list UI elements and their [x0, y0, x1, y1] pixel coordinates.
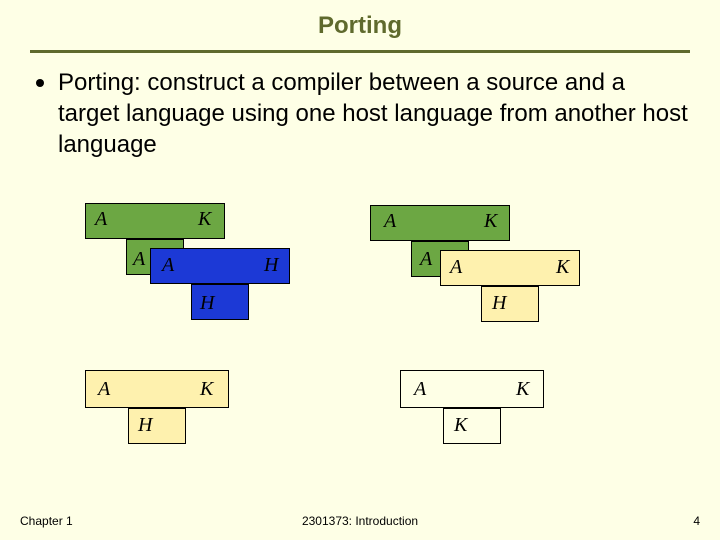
footer-center: 2301373: Introduction [0, 514, 720, 528]
diagram-label-13: K [200, 378, 213, 401]
diagram-label-17: K [454, 414, 467, 437]
diagram-label-11: H [492, 292, 506, 315]
shape-y1-stem [481, 286, 539, 322]
footer-right: 4 [693, 514, 700, 528]
bullet-item: Porting: construct a compiler between a … [0, 53, 720, 161]
diagram-label-9: A [450, 256, 462, 279]
shape-g1-stem [126, 239, 184, 275]
diagram-label-0: A [95, 208, 107, 231]
bullet-text: Porting: construct a compiler between a … [58, 67, 690, 161]
diagram-label-3: A [162, 254, 174, 277]
diagram-label-14: H [138, 414, 152, 437]
diagram-label-8: A [420, 248, 432, 271]
shape-y2-top [85, 370, 229, 408]
diagram-label-1: K [198, 208, 211, 231]
shape-b1-top [150, 248, 290, 284]
shape-y2-stem [128, 408, 186, 444]
diagram-label-10: K [556, 256, 569, 279]
shape-w1-stem [443, 408, 501, 444]
shape-g1-top [85, 203, 225, 239]
diagram-label-4: H [264, 254, 278, 277]
shape-g2-top [370, 205, 510, 241]
shape-g2-stem [411, 241, 469, 277]
bullet-dot [36, 79, 44, 87]
shape-y1-top [440, 250, 580, 286]
diagram-label-2: A [133, 248, 145, 271]
slide-title: Porting [0, 0, 720, 40]
diagram-label-7: K [484, 210, 497, 233]
diagram-label-12: A [98, 378, 110, 401]
shape-b1-stem [191, 284, 249, 320]
diagram-label-5: H [200, 292, 214, 315]
diagram-label-16: K [516, 378, 529, 401]
shape-w1-top [400, 370, 544, 408]
diagram-label-6: A [384, 210, 396, 233]
diagram-label-15: A [414, 378, 426, 401]
